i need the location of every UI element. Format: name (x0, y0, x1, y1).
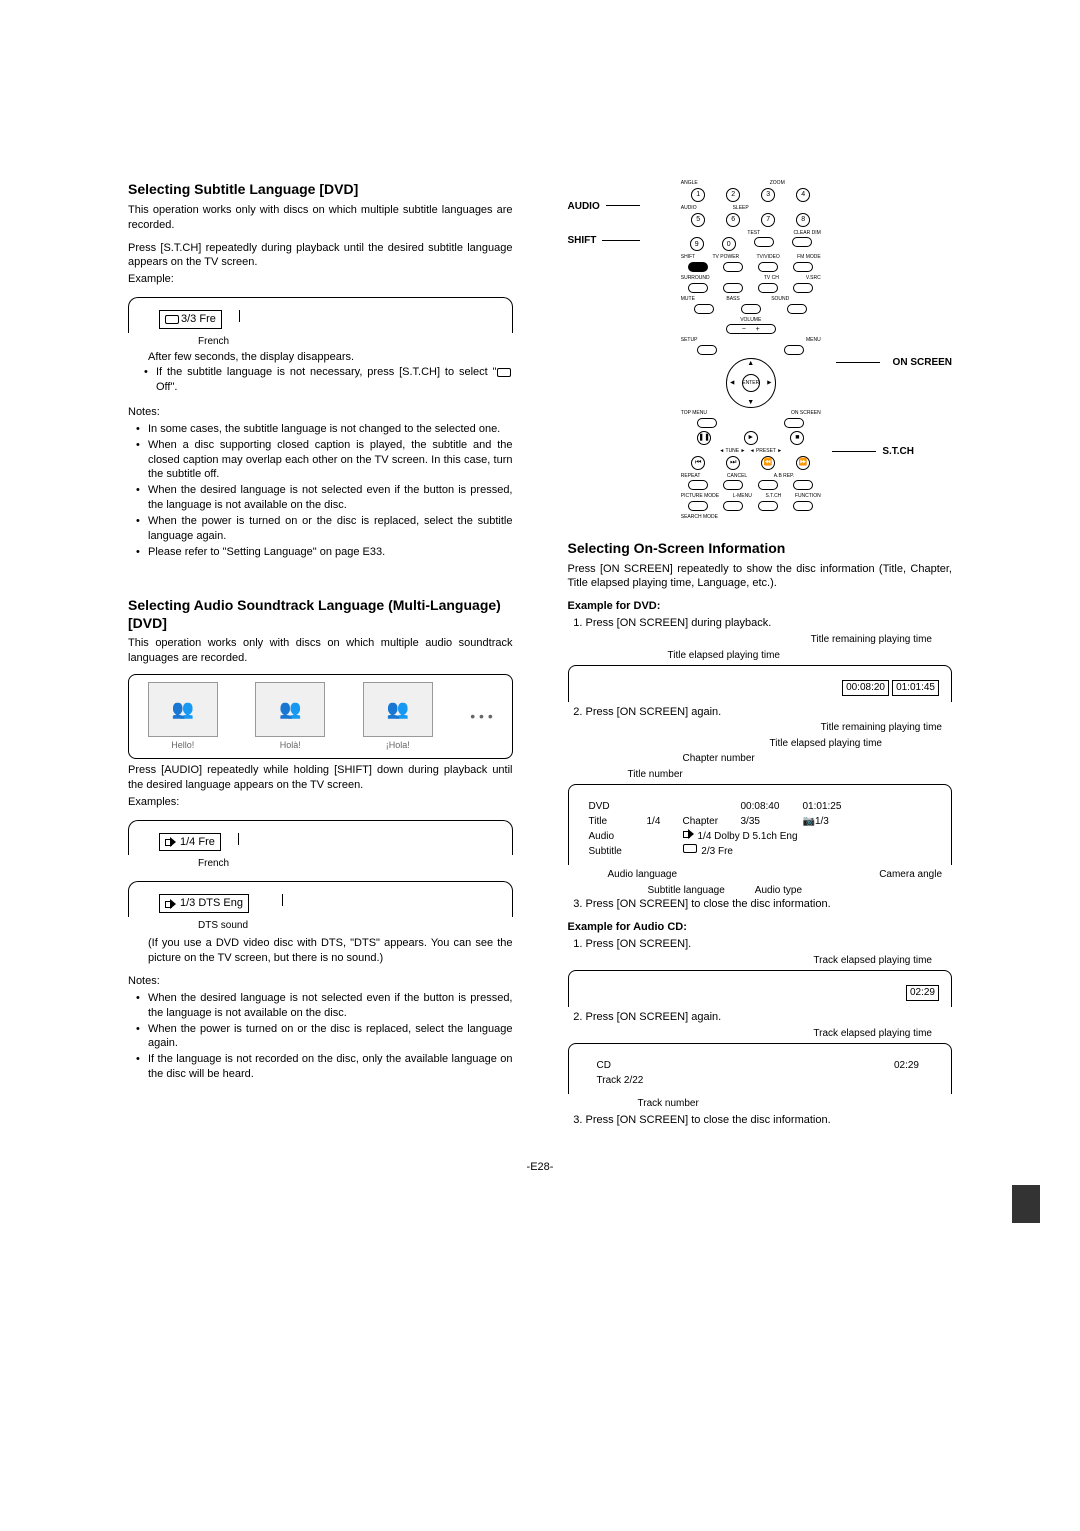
osd-example-box: 1/3 DTS Eng (128, 881, 513, 917)
section-subtitle-lang: Selecting Subtitle Language [DVD] This o… (128, 180, 513, 559)
bullet-item: If the subtitle language is not necessar… (136, 365, 513, 395)
annotation: Title elapsed playing time (568, 649, 953, 663)
step: Press [ON SCREEN] again. (586, 1010, 953, 1025)
osd-sublabel: French (198, 857, 513, 871)
illustration: 👥Hello! 👥Holà! 👥¡Hola! • • • (128, 674, 513, 759)
osd-time: 00:08:20 (842, 680, 889, 696)
section-title: Selecting Subtitle Language [DVD] (128, 180, 513, 199)
section-title: Selecting Audio Soundtrack Language (Mul… (128, 597, 513, 632)
step: Press [ON SCREEN] during playback. (586, 616, 953, 631)
annotation: Title elapsed playing time (568, 737, 953, 751)
osd-example-box: 3/3 Fre (128, 297, 513, 333)
section-audio-lang: Selecting Audio Soundtrack Language (Mul… (128, 597, 513, 1082)
callout-shift: SHIFT (568, 234, 597, 248)
annotation: Title remaining playing time (568, 721, 953, 735)
annotation: Audio type (755, 884, 802, 898)
left-column: Selecting Subtitle Language [DVD] This o… (128, 180, 513, 1130)
note-item: When the power is turned on or the disc … (128, 1022, 513, 1052)
notes-list: In some cases, the subtitle language is … (128, 422, 513, 560)
callout-stch: S.T.CH (882, 445, 914, 459)
osd-display: 00:08:20 01:01:45 (568, 665, 953, 702)
osd-time: 02:29 (906, 985, 939, 1001)
osd-sublabel: French (198, 335, 513, 349)
after-note: After few seconds, the display disappear… (148, 350, 513, 365)
annotation: Track number (568, 1097, 953, 1111)
osd-time: 01:01:45 (892, 680, 939, 696)
note-item: When a disc supporting closed caption is… (128, 438, 513, 483)
annotation: Track elapsed playing time (568, 1027, 953, 1041)
intro-text: Press [ON SCREEN] repeatedly to show the… (568, 562, 953, 592)
examples-label: Examples: (128, 795, 513, 810)
remote-diagram: AUDIO SHIFT ON SCREEN S.T.CH ANGLEZOOM 1… (568, 180, 953, 521)
osd-sublabel: DTS sound (198, 919, 513, 933)
osd-display: CD02:29 Track 2/22 (568, 1043, 953, 1094)
notes-label: Notes: (128, 405, 513, 420)
callout-onscreen: ON SCREEN (893, 356, 952, 370)
intro-text: This operation works only with discs on … (128, 636, 513, 666)
callout-audio: AUDIO (568, 200, 600, 214)
notes-list: When the desired language is not selecte… (128, 991, 513, 1082)
step: Press [ON SCREEN]. (586, 937, 953, 952)
annotation: Title remaining playing time (568, 633, 953, 647)
annotation: Track elapsed playing time (568, 954, 953, 968)
step: Press [ON SCREEN] to close the disc info… (586, 897, 953, 912)
right-column: AUDIO SHIFT ON SCREEN S.T.CH ANGLEZOOM 1… (568, 180, 953, 1130)
annotation: Audio language (608, 868, 678, 882)
osd-value: 1/4 Fre (159, 833, 221, 852)
note-item: Please refer to "Setting Language" on pa… (128, 545, 513, 560)
osd-display: 02:29 (568, 970, 953, 1007)
note-item: When the desired language is not selecte… (128, 483, 513, 513)
note-item: In some cases, the subtitle language is … (128, 422, 513, 437)
osd-value: 1/3 DTS Eng (159, 894, 249, 913)
osd-example-box: 1/4 Fre (128, 820, 513, 856)
step: Press [ON SCREEN] to close the disc info… (586, 1113, 953, 1128)
annotation: Chapter number (568, 752, 953, 766)
example-dvd-label: Example for DVD: (568, 599, 953, 614)
example-label: Example: (128, 272, 513, 287)
instruction: Press [AUDIO] repeatedly while holding [… (128, 763, 513, 793)
page-number: -E28- (128, 1160, 952, 1175)
dts-note: (If you use a DVD video disc with DTS, "… (128, 936, 513, 966)
step: Press [ON SCREEN] again. (586, 705, 953, 720)
intro-text: This operation works only with discs on … (128, 203, 513, 233)
note-item: When the power is turned on or the disc … (128, 514, 513, 544)
side-tab (1012, 1185, 1040, 1223)
note-item: When the desired language is not selecte… (128, 991, 513, 1021)
example-cd-label: Example for Audio CD: (568, 920, 953, 935)
annotation: Camera angle (879, 868, 942, 882)
annotation: Title number (568, 768, 953, 782)
osd-display: DVD00:08:4001:01:25 Title1/4Chapter3/35📷… (568, 784, 953, 865)
instruction: Press [S.T.CH] repeatedly during playbac… (128, 241, 513, 271)
osd-value: 3/3 Fre (159, 310, 222, 329)
notes-label: Notes: (128, 974, 513, 989)
section-title: Selecting On-Screen Information (568, 539, 953, 558)
note-item: If the language is not recorded on the d… (128, 1052, 513, 1082)
annotation: Subtitle language (648, 884, 725, 898)
